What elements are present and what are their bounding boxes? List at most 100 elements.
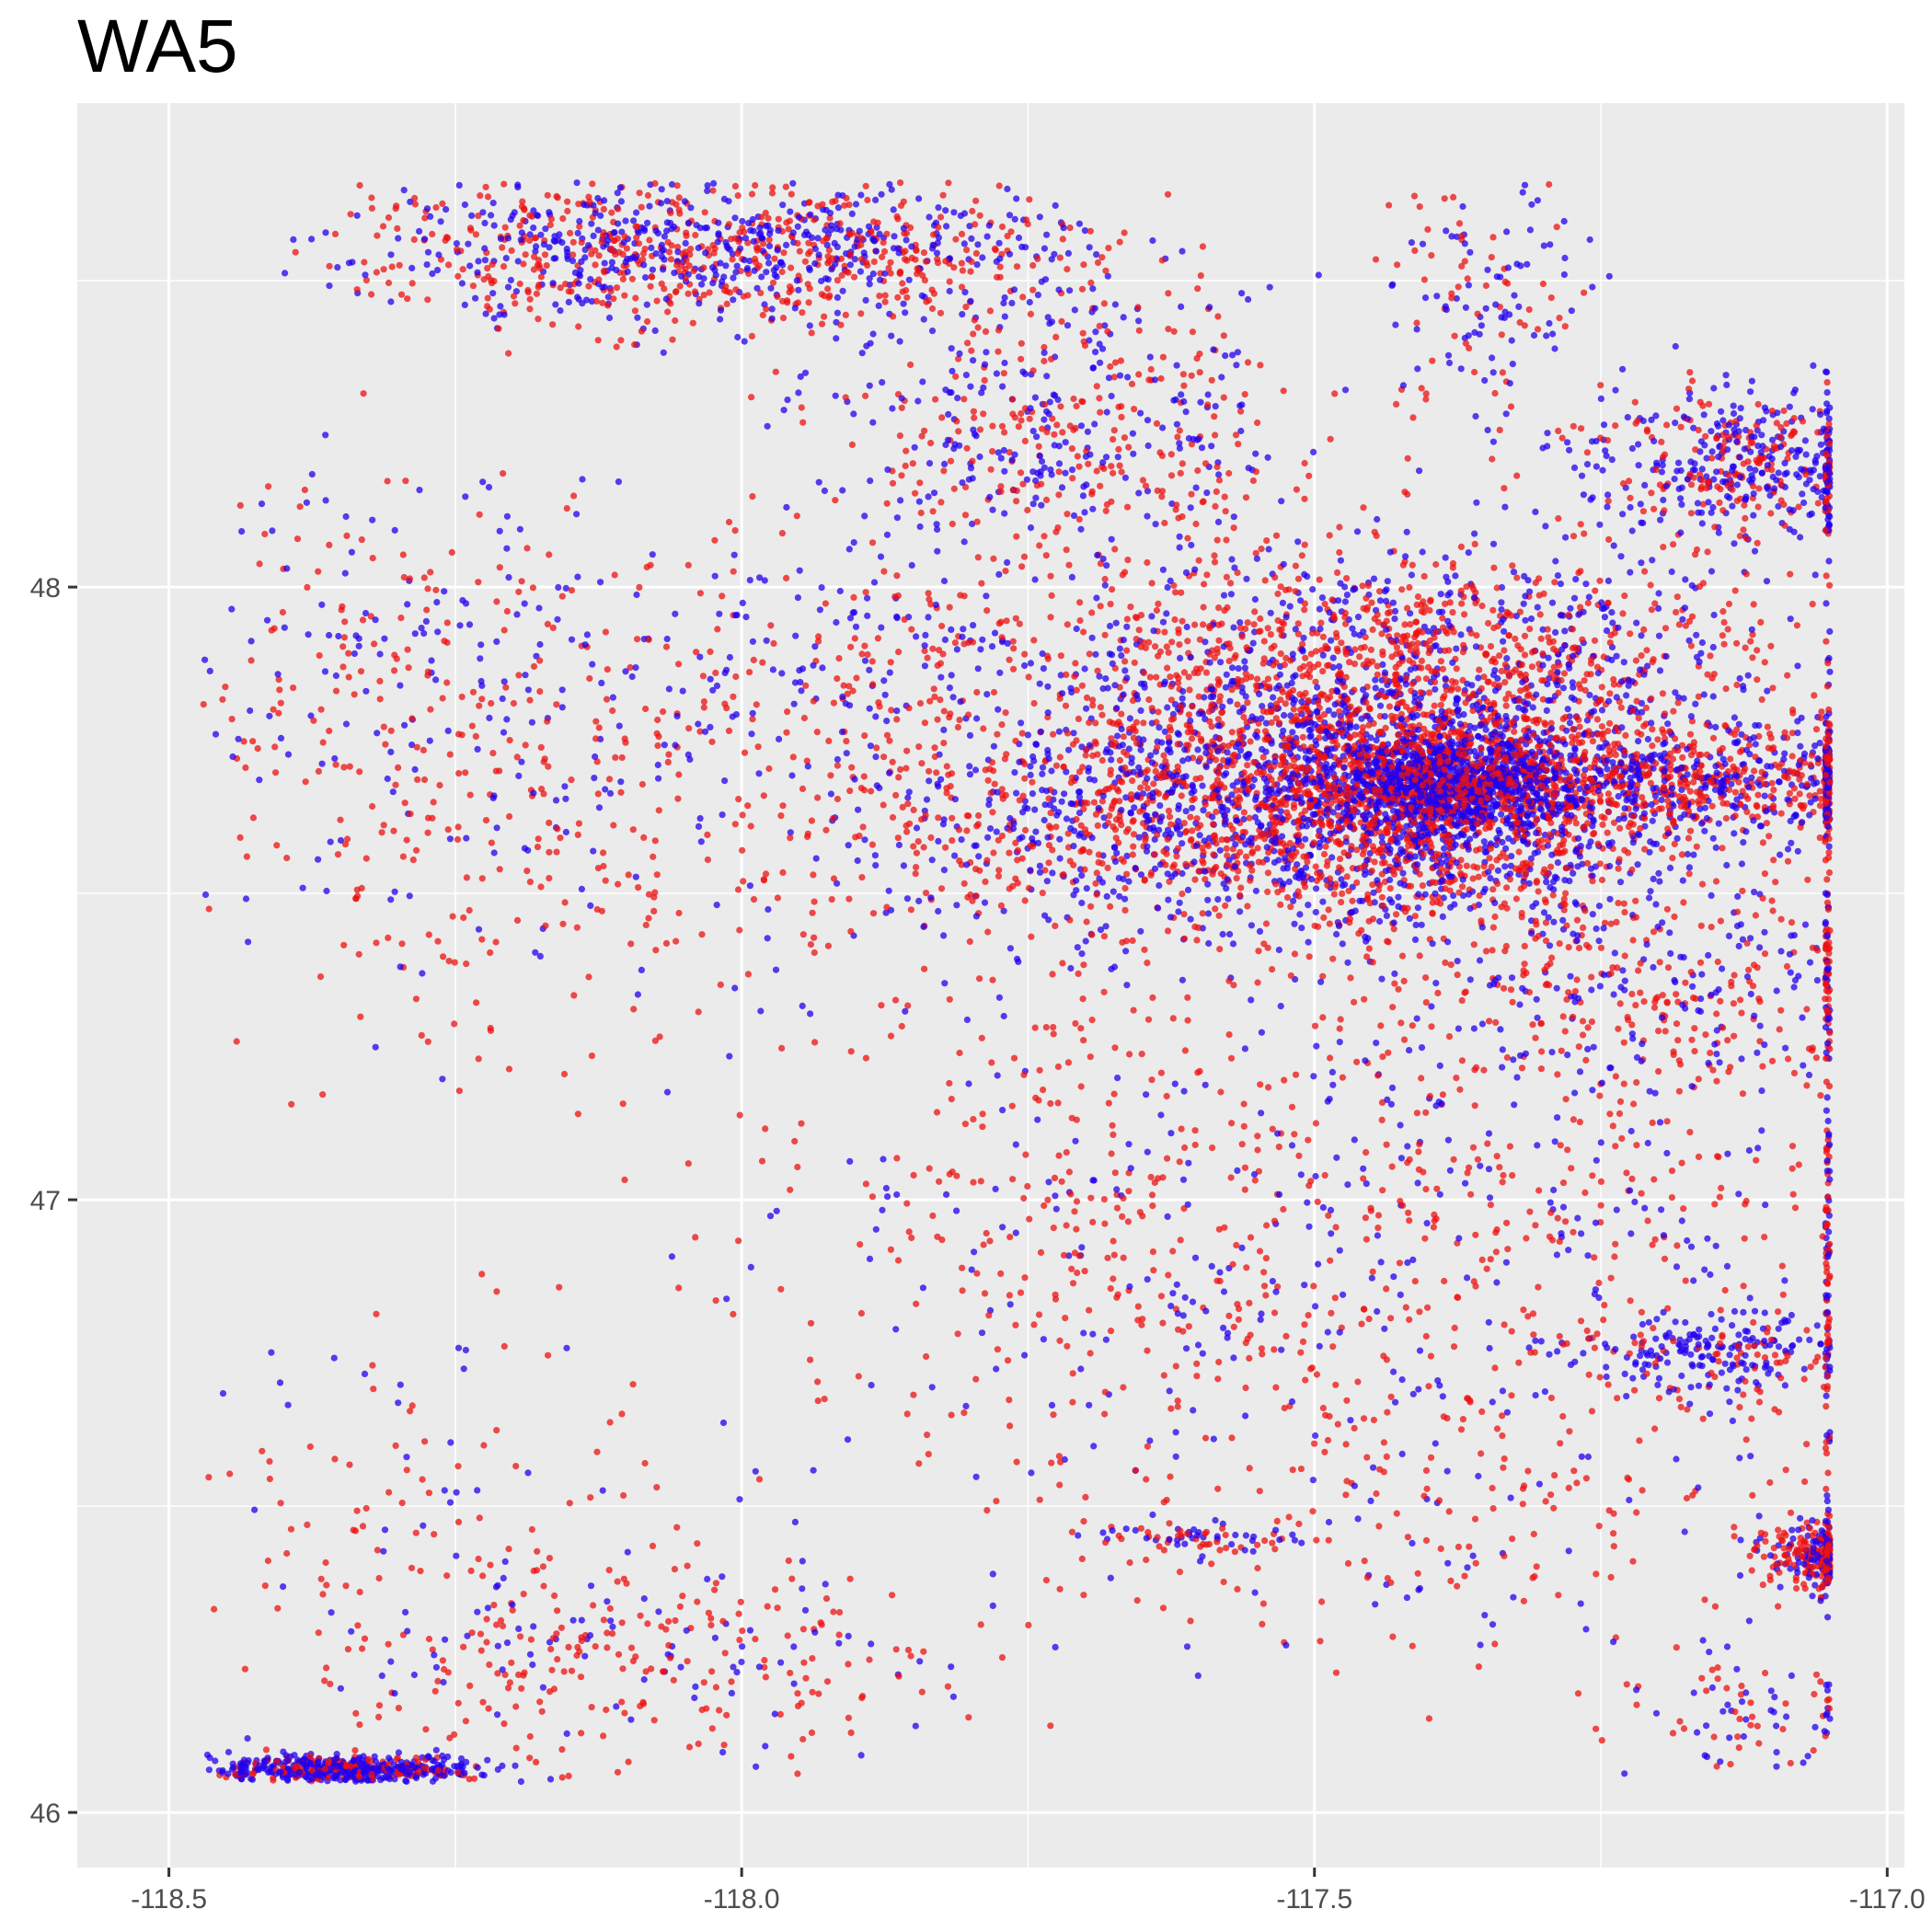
data-point-red [1553, 761, 1560, 769]
data-point-red [1384, 748, 1391, 755]
data-point-red [1478, 745, 1485, 753]
data-point-blue [1411, 694, 1419, 701]
data-point-red [1697, 774, 1705, 781]
data-point-red [1277, 650, 1284, 658]
data-point-red [1797, 756, 1804, 764]
data-point-blue [1311, 720, 1318, 729]
data-point-red [1687, 752, 1696, 759]
data-point-blue [1205, 939, 1213, 948]
data-point-blue [1499, 740, 1506, 748]
data-point-blue [1327, 752, 1334, 760]
data-point-red [1280, 756, 1287, 764]
data-point-red [1515, 848, 1523, 856]
data-point-blue [1551, 769, 1558, 776]
data-point-blue [1546, 942, 1554, 949]
data-point-red [1264, 675, 1271, 683]
data-point-red [1593, 716, 1601, 723]
data-point-blue [1709, 834, 1717, 842]
data-point-red [1437, 701, 1444, 708]
data-point-blue [1248, 922, 1255, 929]
data-point-red [1340, 775, 1347, 782]
data-point-red [1276, 719, 1283, 727]
data-point-blue [1634, 861, 1641, 868]
data-point-red [1533, 878, 1541, 885]
data-point-blue [1752, 741, 1759, 748]
data-point-red [1063, 671, 1070, 679]
data-point-blue [1451, 901, 1458, 908]
data-point-red [1731, 788, 1739, 796]
data-point-red [1317, 716, 1324, 723]
data-point-blue [1376, 819, 1385, 826]
data-point-blue [1383, 912, 1390, 920]
data-point-red [1727, 755, 1734, 763]
data-point-blue [1311, 811, 1318, 819]
data-point-blue [1570, 869, 1577, 877]
data-point-blue [1103, 562, 1110, 569]
data-point-red [1182, 783, 1190, 790]
data-point-blue [1282, 855, 1289, 862]
data-point-red [1547, 863, 1555, 870]
data-point-blue [1742, 828, 1750, 835]
data-point-red [1409, 790, 1416, 798]
data-point-red [1409, 680, 1416, 687]
data-point-red [1422, 974, 1430, 982]
data-point-red [1703, 751, 1710, 758]
data-point-red [1798, 772, 1805, 779]
data-point-red [1347, 974, 1354, 982]
data-point-red [1259, 707, 1267, 715]
data-point-red [1501, 679, 1509, 686]
data-point-red [1254, 979, 1261, 986]
data-point-red [1006, 849, 1013, 857]
data-point-blue [1290, 897, 1297, 904]
data-point-blue [1558, 827, 1566, 834]
data-point-blue [1719, 755, 1727, 763]
data-point-red [1816, 788, 1823, 795]
data-point-red [1491, 719, 1499, 727]
data-point-red [1012, 875, 1019, 882]
data-point-red [1812, 726, 1821, 733]
data-point-red [1356, 864, 1363, 872]
data-point-blue [1731, 830, 1738, 837]
data-point-red [1365, 945, 1373, 952]
data-point-red [1596, 577, 1604, 584]
data-point-red [1565, 831, 1572, 838]
data-point-blue [1523, 753, 1530, 761]
data-point-blue [1644, 735, 1651, 743]
data-point-red [1446, 887, 1454, 894]
data-point-blue [1209, 813, 1216, 821]
data-point-red [1175, 679, 1182, 686]
data-point-red [1427, 805, 1434, 813]
data-point-red [1719, 744, 1726, 753]
data-point-red [1335, 811, 1342, 820]
data-point-red [1576, 723, 1583, 730]
data-point-red [1255, 948, 1262, 955]
data-point-red [1538, 782, 1546, 789]
data-point-blue [1583, 783, 1591, 791]
data-point-red [1203, 571, 1211, 579]
data-point-red [1393, 911, 1400, 918]
data-point-blue [1712, 763, 1719, 770]
data-point-red [1621, 748, 1628, 755]
data-point-blue [1179, 695, 1186, 702]
data-point-red [1555, 849, 1562, 857]
data-point-red [1453, 665, 1460, 673]
data-point-red [1321, 800, 1329, 808]
data-point-blue [1604, 756, 1611, 764]
data-point-red [1272, 715, 1280, 722]
data-point-blue [1349, 908, 1356, 916]
data-point-blue [1553, 811, 1560, 818]
data-point-blue [1253, 555, 1260, 562]
data-point-blue [1650, 751, 1658, 758]
data-point-blue [1694, 757, 1701, 765]
data-point-red [1152, 643, 1159, 650]
data-point-red [1449, 559, 1457, 568]
data-point-blue [1256, 690, 1263, 698]
data-point-red [1722, 814, 1730, 822]
data-point-blue [1381, 669, 1388, 676]
data-point-red [1403, 834, 1410, 842]
data-point-blue [1540, 729, 1547, 737]
data-point-red [1570, 725, 1577, 733]
data-point-red [825, 737, 833, 745]
data-point-blue [1249, 639, 1257, 647]
data-point-red [1371, 858, 1378, 866]
